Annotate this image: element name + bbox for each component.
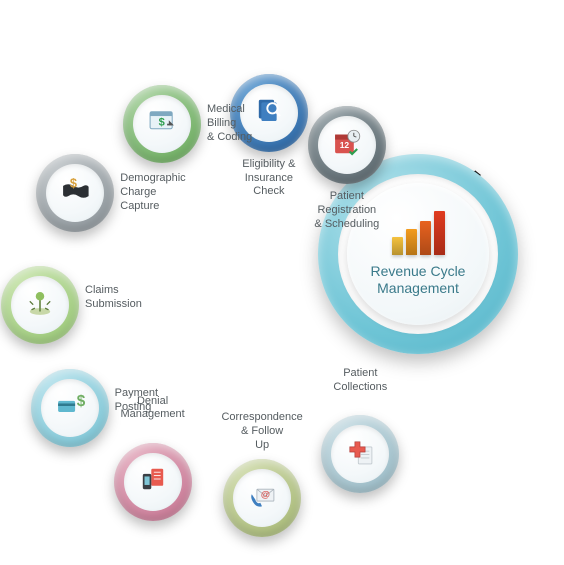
label-claims-submission: Claims Submission xyxy=(85,284,175,312)
hub-outer-ring: Revenue Cycle Management xyxy=(318,154,518,354)
svg-text:12: 12 xyxy=(340,140,350,150)
bar-chart-icon xyxy=(392,211,445,255)
node-denial-management xyxy=(114,443,192,521)
svg-text:$: $ xyxy=(70,175,77,190)
phone-doc-icon xyxy=(136,462,170,501)
label-demographic-capture: Demographic Charge Capture xyxy=(120,172,210,213)
label-denial-management: Denial Management xyxy=(108,395,198,423)
node-patient-registration-inner: 12 xyxy=(318,116,376,174)
node-demographic-capture: $ xyxy=(36,154,114,232)
node-demographic-capture-inner: $ xyxy=(46,164,104,222)
label-patient-collections: Patient Collections xyxy=(315,367,405,395)
label-patient-registration: Patient Registration & Scheduling xyxy=(302,190,392,231)
node-medical-billing-inner: $ xyxy=(133,95,191,153)
infographic-canvas: Revenue Cycle Management 12 Patient Regis… xyxy=(0,0,564,565)
card-dollar-icon: $ xyxy=(53,389,87,428)
svg-text:$: $ xyxy=(76,393,85,410)
label-correspondence: Correspondence & Follow Up xyxy=(217,411,307,452)
pin-arrows-icon xyxy=(23,286,57,325)
node-correspondence: @ xyxy=(223,459,301,537)
map-dollar-icon: $ xyxy=(58,174,92,213)
calendar-clock-icon: 12 xyxy=(330,126,364,165)
node-claims-submission xyxy=(1,266,79,344)
svg-text:$: $ xyxy=(159,116,165,128)
node-payment-posting-inner: $ xyxy=(41,379,99,437)
node-denial-management-inner xyxy=(124,453,182,511)
node-patient-registration: 12 xyxy=(308,106,386,184)
node-correspondence-inner: @ xyxy=(233,469,291,527)
hub-title: Revenue Cycle Management xyxy=(371,263,466,298)
label-medical-billing: Medical Billing & Coding xyxy=(207,103,297,144)
node-patient-collections-inner xyxy=(331,425,389,483)
mail-phone-icon: @ xyxy=(245,479,279,518)
node-payment-posting: $ xyxy=(31,369,109,447)
node-medical-billing: $ xyxy=(123,85,201,163)
plus-doc-icon xyxy=(343,435,377,474)
node-patient-collections xyxy=(321,415,399,493)
browser-dollar-icon: $ xyxy=(145,105,179,144)
label-eligibility-check: Eligibility & Insurance Check xyxy=(224,158,314,199)
node-claims-submission-inner xyxy=(11,276,69,334)
svg-text:@: @ xyxy=(261,489,270,499)
